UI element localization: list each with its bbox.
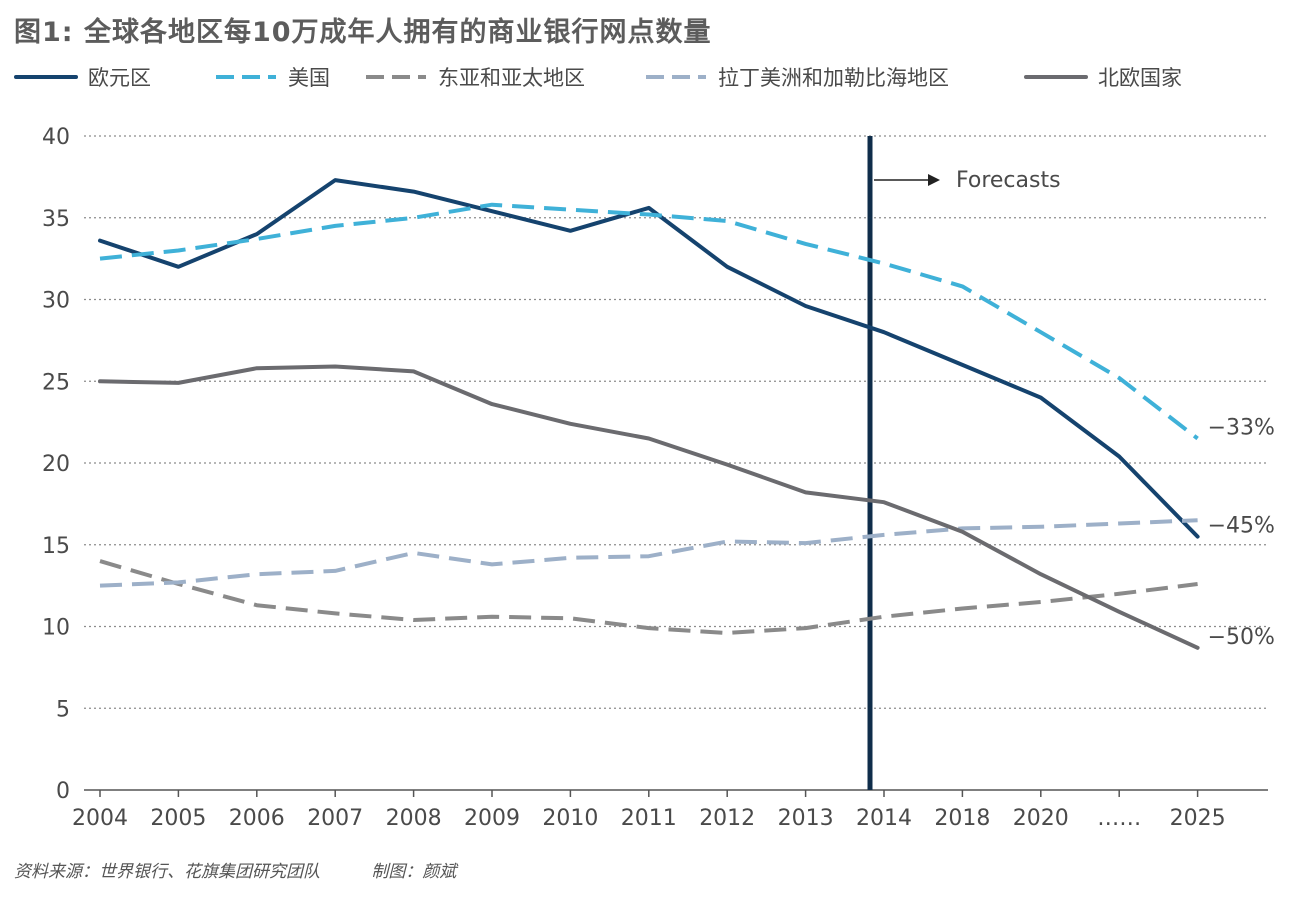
source-text: 资料来源：世界银行、花旗集团研究团队 [14, 862, 320, 882]
series-line-2 [99, 202, 1199, 441]
series-end-label-2: −33% [1208, 415, 1275, 440]
y-tick-label-10: 10 [42, 616, 70, 641]
x-tick-label-5: 2009 [464, 806, 520, 831]
series-line-5 [98, 364, 1200, 650]
legend-label-1: 欧元区 [88, 66, 151, 90]
x-tick-label-4: 2008 [386, 806, 442, 831]
x-tick-label-10: 2014 [856, 806, 912, 831]
x-tick-label-6: 2010 [542, 806, 598, 831]
legend-swatch-4 [646, 75, 706, 79]
legend-swatch-3 [366, 75, 426, 79]
x-tick-label-0: 2004 [72, 806, 128, 831]
legend-item-1: 欧元区 [14, 60, 151, 94]
legend-label-4: 拉丁美洲和加勒比海地区 [718, 66, 949, 90]
chart-legend: 欧元区 美国 东亚和亚太地区 拉丁美洲和加勒比海地区 北欧国家 [14, 60, 1284, 94]
x-tick-label-11: 2018 [934, 806, 990, 831]
forecast-label: Forecasts [956, 168, 1061, 193]
x-tick-label-8: 2012 [699, 806, 755, 831]
legend-swatch-1 [14, 75, 78, 79]
legend-item-4: 拉丁美洲和加勒比海地区 [644, 60, 949, 94]
series-line-1 [98, 178, 1200, 539]
y-tick-label-15: 15 [42, 534, 70, 559]
legend-item-2: 美国 [214, 60, 330, 94]
legend-item-5: 北欧国家 [1024, 60, 1182, 94]
x-tick-label-13: …… [1097, 806, 1141, 831]
chart-title: 图1: 全球各地区每10万成年人拥有的商业银行网点数量 [14, 17, 712, 48]
x-tick-label-7: 2011 [621, 806, 677, 831]
x-tick-label-9: 2013 [778, 806, 834, 831]
legend-label-5: 北欧国家 [1098, 66, 1182, 90]
x-tick-label-1: 2005 [150, 806, 206, 831]
x-tick-label-12: 2020 [1013, 806, 1069, 831]
legend-swatch-2 [216, 75, 276, 79]
y-tick-label-5: 5 [56, 697, 70, 722]
series-end-label-5: −50% [1208, 625, 1275, 650]
y-tick-label-30: 30 [42, 289, 70, 314]
x-tick-label-14: 2025 [1170, 806, 1226, 831]
source-note: 资料来源：世界银行、花旗集团研究团队 制图：颜斌 [14, 857, 502, 882]
legend-label-3: 东亚和亚太地区 [438, 66, 585, 90]
y-tick-label-35: 35 [42, 207, 70, 232]
legend-swatch-5 [1024, 75, 1088, 79]
forecast-arrow-icon [928, 174, 940, 186]
series-end-label-1: −45% [1208, 514, 1275, 539]
legend-label-2: 美国 [288, 66, 330, 90]
y-tick-label-0: 0 [56, 779, 70, 804]
y-tick-label-40: 40 [42, 125, 70, 150]
y-tick-label-20: 20 [42, 452, 70, 477]
x-tick-label-3: 2007 [307, 806, 363, 831]
credit-text: 制图：颜斌 [371, 862, 457, 882]
series-line-4 [99, 518, 1198, 588]
series-line-3 [99, 559, 1198, 635]
legend-item-3: 东亚和亚太地区 [364, 60, 585, 94]
x-tick-label-2: 2006 [229, 806, 285, 831]
y-tick-label-25: 25 [42, 370, 70, 395]
